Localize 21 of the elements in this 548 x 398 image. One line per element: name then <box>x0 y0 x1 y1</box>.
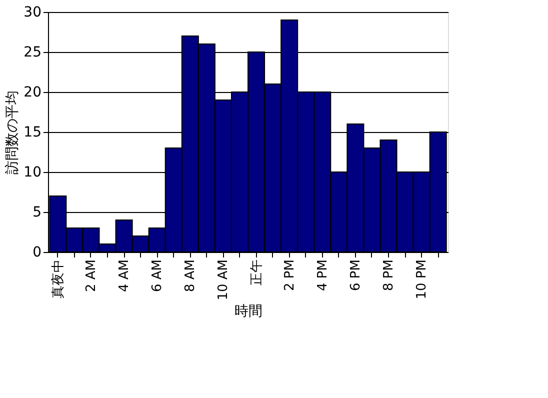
x-tick-label: 2 PM <box>282 260 298 291</box>
y-tick-label: 15 <box>24 124 42 140</box>
x-axis-title: 時間 <box>234 303 262 320</box>
x-tick-label: 真夜中 <box>50 260 66 298</box>
x-tick-label: 6 PM <box>348 260 364 291</box>
x-tick-label: 8 PM <box>381 260 396 291</box>
x-tick-label: 正午 <box>249 260 264 286</box>
x-tick-label: 2 AM <box>84 260 99 292</box>
y-tick-label: 30 <box>24 4 42 20</box>
y-tick-label: 25 <box>24 44 42 60</box>
x-tick-label: 8 AM <box>183 260 198 292</box>
x-tick-label: 6 AM <box>150 260 166 292</box>
y-axis-title: 訪問数の平均 <box>4 90 21 174</box>
x-tick-label: 10 PM <box>414 260 430 300</box>
y-tick-label: 20 <box>24 84 42 100</box>
x-tick-label: 10 AM <box>216 260 232 300</box>
x-tick-label: 4 AM <box>117 260 132 292</box>
y-tick-label: 10 <box>24 164 42 180</box>
x-tick-label: 4 PM <box>315 260 330 291</box>
y-tick-label: 5 <box>32 204 42 220</box>
y-tick-label: 0 <box>32 244 42 260</box>
